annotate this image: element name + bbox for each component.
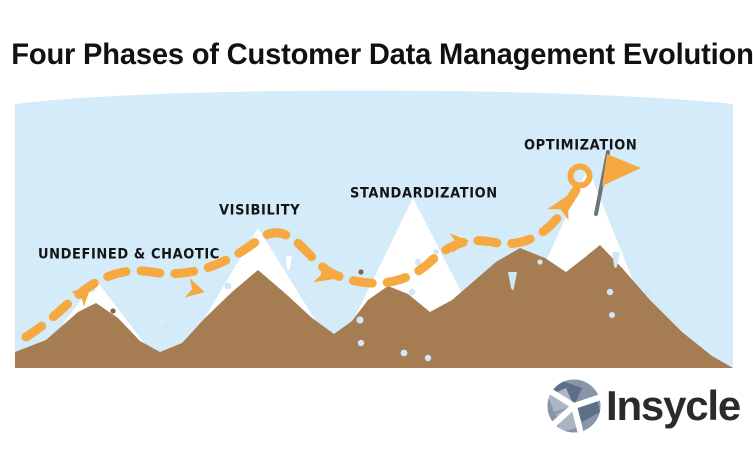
summit-flag xyxy=(594,150,641,216)
brand-wordmark: Insycle xyxy=(606,382,741,429)
flag-pennant xyxy=(602,154,641,186)
phase-label-1: UNDEFINED & CHAOTIC xyxy=(38,246,220,263)
phase-label-4: OPTIMIZATION xyxy=(524,137,638,154)
progress-trail xyxy=(21,163,593,342)
phase-label-3: STANDARDIZATION xyxy=(350,185,498,202)
phase-label-2: VISIBILITY xyxy=(219,202,301,219)
rock-ridge xyxy=(15,245,733,368)
rock-terrain xyxy=(15,245,733,368)
trail-dashes xyxy=(21,175,587,342)
summit-ring-marker xyxy=(567,163,593,189)
brand-logo: Insycle xyxy=(546,378,741,436)
page-title: Four Phases of Customer Data Management … xyxy=(11,38,753,71)
trail-arrowheads xyxy=(70,195,569,307)
pinwheel-circle-icon xyxy=(546,378,602,434)
